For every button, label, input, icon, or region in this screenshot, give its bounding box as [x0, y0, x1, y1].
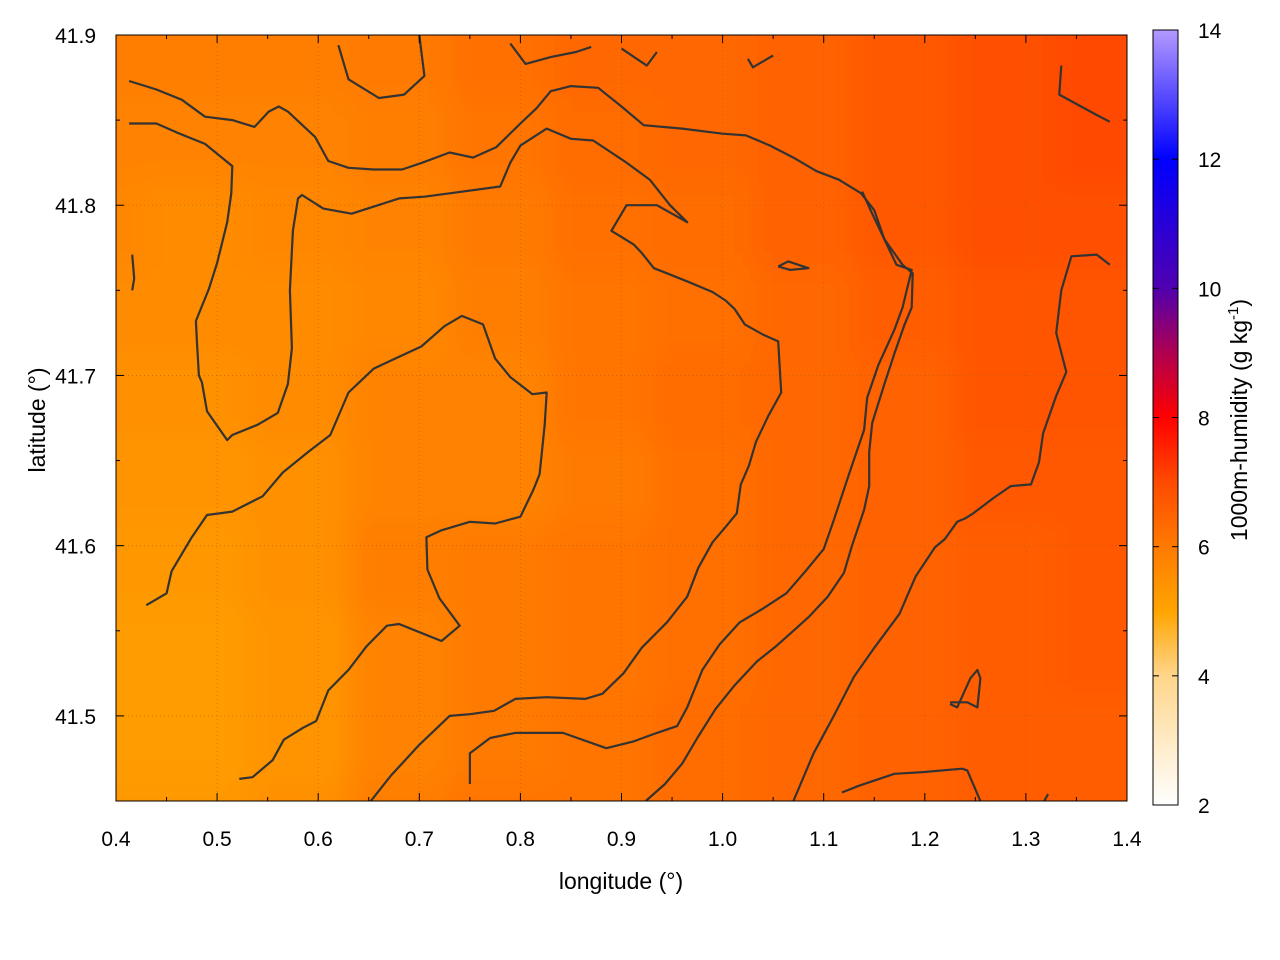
colorbar-tick-label: 8 [1198, 408, 1210, 431]
x-tick-label: 1.0 [708, 828, 737, 851]
contour-line [129, 122, 783, 801]
colorbar-title-end: ) [1226, 299, 1252, 307]
contour-line [949, 668, 982, 709]
colorbar: 2 4 6 8 10 12 14 [1152, 20, 1222, 818]
x-tick-label: 0.6 [304, 828, 333, 851]
contour-line [792, 253, 1111, 801]
x-tick-label: 0.4 [101, 828, 131, 851]
grid-lines [116, 35, 1127, 801]
x-tick-label: 0.7 [405, 828, 434, 851]
colorbar-tick-label: 2 [1198, 795, 1210, 818]
colorbar-tick-label: 6 [1198, 537, 1210, 560]
contour-line [746, 54, 774, 69]
contour-line [777, 260, 810, 271]
contour-line [131, 254, 136, 291]
contour-line [337, 35, 426, 100]
contour-line [841, 767, 982, 801]
colorbar-tick-label: 10 [1198, 278, 1221, 301]
colorbar-tick-label: 14 [1198, 20, 1222, 43]
heatmap-cell [1056, 35, 1127, 98]
colorbar-tick-label: 12 [1198, 149, 1221, 172]
x-tick-label: 1.2 [910, 828, 939, 851]
x-tick-label: 0.9 [607, 828, 636, 851]
colorbar-title-superscript: -1 [1225, 307, 1242, 320]
contour-line [509, 42, 592, 65]
contour-line [145, 314, 548, 780]
contour-line [620, 47, 658, 67]
x-tick-label: 1.3 [1011, 828, 1040, 851]
colorbar-ticks: 2 4 6 8 10 12 14 [1153, 20, 1222, 818]
colorbar-title-main: 1000m-humidity (g kg [1226, 320, 1252, 541]
contour-line [128, 79, 914, 801]
plot-area: 0.4 0.5 0.6 0.7 0.8 0.9 1.0 1.1 1.2 1.3 1.4 41.5 41.… [55, 25, 1142, 851]
contour-lines [128, 35, 1111, 801]
contour-line [1058, 65, 1111, 123]
contour-line [1043, 793, 1050, 801]
x-tick-label: 0.5 [202, 828, 231, 851]
x-axis-title: longitude (°) [559, 868, 683, 894]
y-tick-label: 41.5 [55, 706, 96, 729]
axis-ticks: 0.4 0.5 0.6 0.7 0.8 0.9 1.0 1.1 1.2 1.3 1.4 41.5 41.… [55, 25, 1142, 851]
y-axis-title: latitude (°) [24, 367, 50, 472]
x-tick-label: 1.4 [1112, 828, 1142, 851]
colorbar-tick-label: 4 [1198, 666, 1210, 689]
contour-line [468, 191, 913, 784]
y-tick-label: 41.6 [55, 536, 96, 559]
y-tick-label: 41.9 [55, 25, 96, 48]
y-tick-label: 41.7 [55, 365, 96, 388]
y-tick-label: 41.8 [55, 195, 96, 218]
x-tick-label: 0.8 [506, 828, 535, 851]
x-tick-label: 1.1 [809, 828, 838, 851]
colorbar-title: 1000m-humidity (g kg-1) [1225, 299, 1252, 541]
